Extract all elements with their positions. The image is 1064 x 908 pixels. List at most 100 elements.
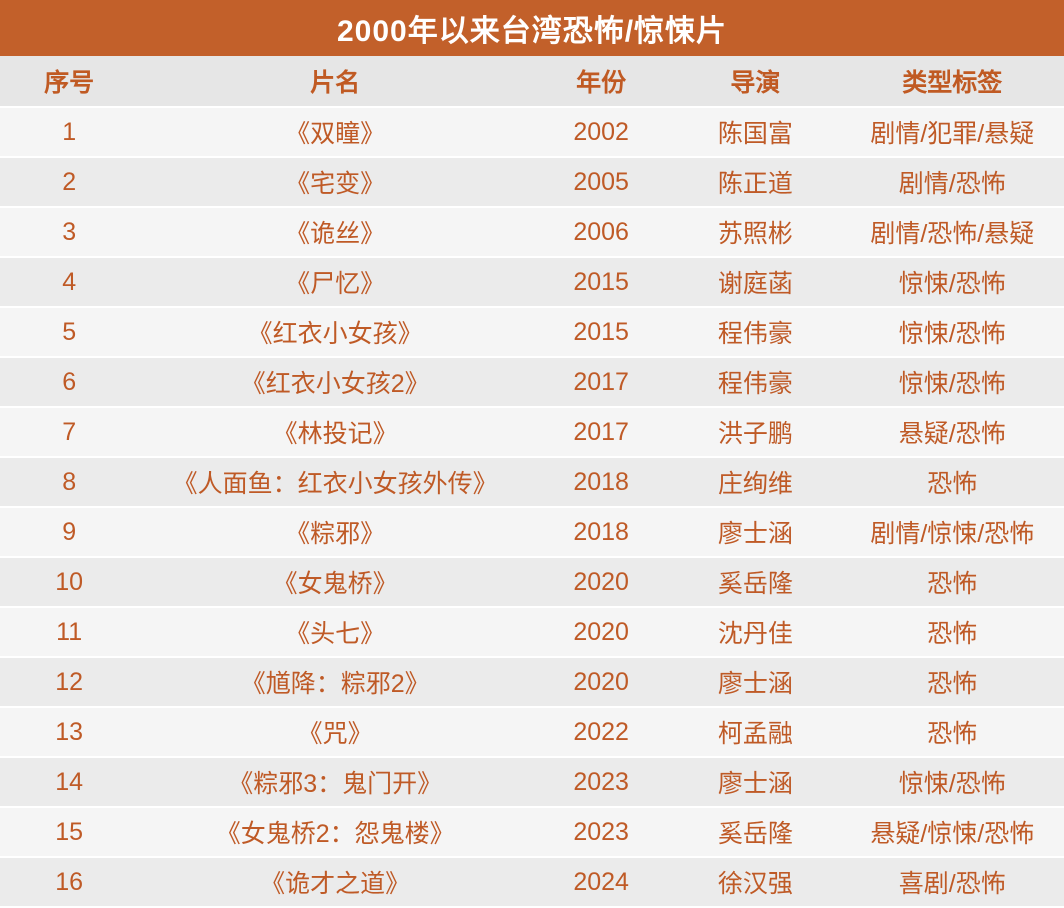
table-row: 10 《女鬼桥》 2020 奚岳隆 恐怖 — [0, 557, 1064, 607]
table-row: 2 《宅变》 2005 陈正道 剧情/恐怖 — [0, 157, 1064, 207]
cell-genre-tags: 惊悚/恐怖 — [840, 307, 1064, 357]
cell-index: 16 — [0, 857, 139, 907]
table-row: 3 《诡丝》 2006 苏照彬 剧情/恐怖/悬疑 — [0, 207, 1064, 257]
cell-year: 2017 — [531, 407, 671, 457]
cell-index: 15 — [0, 807, 139, 857]
cell-year: 2017 — [531, 357, 671, 407]
cell-film-title: 《诡丝》 — [138, 207, 532, 257]
cell-index: 4 — [0, 257, 139, 307]
cell-film-title: 《咒》 — [138, 707, 532, 757]
cell-film-title: 《双瞳》 — [138, 107, 532, 157]
cell-index: 11 — [0, 607, 139, 657]
cell-genre-tags: 悬疑/惊悚/恐怖 — [840, 807, 1064, 857]
cell-director: 程伟豪 — [670, 307, 841, 357]
cell-year: 2005 — [531, 157, 671, 207]
cell-year: 2022 — [531, 707, 671, 757]
cell-film-title: 《粽邪3：鬼门开》 — [138, 757, 532, 807]
cell-film-title: 《头七》 — [138, 607, 532, 657]
cell-director: 沈丹佳 — [670, 607, 841, 657]
cell-genre-tags: 惊悚/恐怖 — [840, 257, 1064, 307]
cell-film-title: 《诡才之道》 — [138, 857, 532, 907]
cell-genre-tags: 惊悚/恐怖 — [840, 757, 1064, 807]
cell-film-title: 《宅变》 — [138, 157, 532, 207]
cell-index: 9 — [0, 507, 139, 557]
cell-year: 2002 — [531, 107, 671, 157]
cell-director: 徐汉强 — [670, 857, 841, 907]
cell-film-title: 《粽邪》 — [138, 507, 532, 557]
cell-genre-tags: 剧情/犯罪/悬疑 — [840, 107, 1064, 157]
cell-genre-tags: 剧情/恐怖/悬疑 — [840, 207, 1064, 257]
cell-index: 1 — [0, 107, 139, 157]
cell-year: 2023 — [531, 757, 671, 807]
table-row: 9 《粽邪》 2018 廖士涵 剧情/惊悚/恐怖 — [0, 507, 1064, 557]
cell-director: 廖士涵 — [670, 757, 841, 807]
cell-year: 2020 — [531, 657, 671, 707]
cell-director: 陈国富 — [670, 107, 841, 157]
table-row: 13 《咒》 2022 柯孟融 恐怖 — [0, 707, 1064, 757]
cell-index: 6 — [0, 357, 139, 407]
cell-genre-tags: 恐怖 — [840, 607, 1064, 657]
cell-index: 2 — [0, 157, 139, 207]
table-row: 5 《红衣小女孩》 2015 程伟豪 惊悚/恐怖 — [0, 307, 1064, 357]
cell-index: 5 — [0, 307, 139, 357]
cell-genre-tags: 恐怖 — [840, 707, 1064, 757]
table-body: 1 《双瞳》 2002 陈国富 剧情/犯罪/悬疑 2 《宅变》 2005 陈正道 剧情/恐怖 3 《诡… — [0, 107, 1064, 907]
cell-year: 2020 — [531, 557, 671, 607]
col-header-genre-tags: 类型标签 — [840, 56, 1064, 107]
cell-director: 廖士涵 — [670, 657, 841, 707]
film-table: 序号 片名 年份 导演 类型标签 1 《双瞳》 2002 陈国富 剧情/犯罪/悬疑 2 《宅… — [0, 56, 1064, 908]
cell-film-title: 《红衣小女孩》 — [138, 307, 532, 357]
cell-film-title: 《人面鱼：红衣小女孩外传》 — [138, 457, 532, 507]
cell-year: 2015 — [531, 307, 671, 357]
cell-film-title: 《女鬼桥》 — [138, 557, 532, 607]
page-title: 2000年以来台湾恐怖/惊悚片 — [0, 0, 1064, 56]
cell-genre-tags: 剧情/惊悚/恐怖 — [840, 507, 1064, 557]
cell-year: 2020 — [531, 607, 671, 657]
table-row: 16 《诡才之道》 2024 徐汉强 喜剧/恐怖 — [0, 857, 1064, 907]
cell-genre-tags: 喜剧/恐怖 — [840, 857, 1064, 907]
cell-film-title: 《女鬼桥2：怨鬼楼》 — [138, 807, 532, 857]
cell-director: 苏照彬 — [670, 207, 841, 257]
cell-director: 程伟豪 — [670, 357, 841, 407]
cell-genre-tags: 悬疑/恐怖 — [840, 407, 1064, 457]
cell-director: 庄绚维 — [670, 457, 841, 507]
cell-director: 洪子鹏 — [670, 407, 841, 457]
cell-year: 2015 — [531, 257, 671, 307]
cell-year: 2023 — [531, 807, 671, 857]
cell-year: 2024 — [531, 857, 671, 907]
cell-year: 2018 — [531, 457, 671, 507]
cell-director: 陈正道 — [670, 157, 841, 207]
cell-year: 2018 — [531, 507, 671, 557]
cell-index: 13 — [0, 707, 139, 757]
table-row: 7 《林投记》 2017 洪子鹏 悬疑/恐怖 — [0, 407, 1064, 457]
cell-genre-tags: 恐怖 — [840, 457, 1064, 507]
cell-genre-tags: 恐怖 — [840, 557, 1064, 607]
table-row: 1 《双瞳》 2002 陈国富 剧情/犯罪/悬疑 — [0, 107, 1064, 157]
cell-film-title: 《馗降：粽邪2》 — [138, 657, 532, 707]
table-row: 8 《人面鱼：红衣小女孩外传》 2018 庄绚维 恐怖 — [0, 457, 1064, 507]
cell-index: 8 — [0, 457, 139, 507]
col-header-index: 序号 — [0, 56, 139, 107]
col-header-year: 年份 — [531, 56, 671, 107]
cell-genre-tags: 惊悚/恐怖 — [840, 357, 1064, 407]
table-row: 11 《头七》 2020 沈丹佳 恐怖 — [0, 607, 1064, 657]
cell-index: 7 — [0, 407, 139, 457]
table-row: 12 《馗降：粽邪2》 2020 廖士涵 恐怖 — [0, 657, 1064, 707]
col-header-director: 导演 — [670, 56, 841, 107]
cell-index: 3 — [0, 207, 139, 257]
table-row: 15 《女鬼桥2：怨鬼楼》 2023 奚岳隆 悬疑/惊悚/恐怖 — [0, 807, 1064, 857]
cell-index: 10 — [0, 557, 139, 607]
cell-film-title: 《红衣小女孩2》 — [138, 357, 532, 407]
cell-director: 柯孟融 — [670, 707, 841, 757]
table-row: 4 《尸忆》 2015 谢庭菡 惊悚/恐怖 — [0, 257, 1064, 307]
cell-director: 廖士涵 — [670, 507, 841, 557]
cell-director: 奚岳隆 — [670, 807, 841, 857]
table-header-row: 序号 片名 年份 导演 类型标签 — [0, 56, 1064, 107]
cell-genre-tags: 恐怖 — [840, 657, 1064, 707]
cell-film-title: 《林投记》 — [138, 407, 532, 457]
cell-index: 12 — [0, 657, 139, 707]
cell-index: 14 — [0, 757, 139, 807]
cell-director: 奚岳隆 — [670, 557, 841, 607]
table-row: 6 《红衣小女孩2》 2017 程伟豪 惊悚/恐怖 — [0, 357, 1064, 407]
